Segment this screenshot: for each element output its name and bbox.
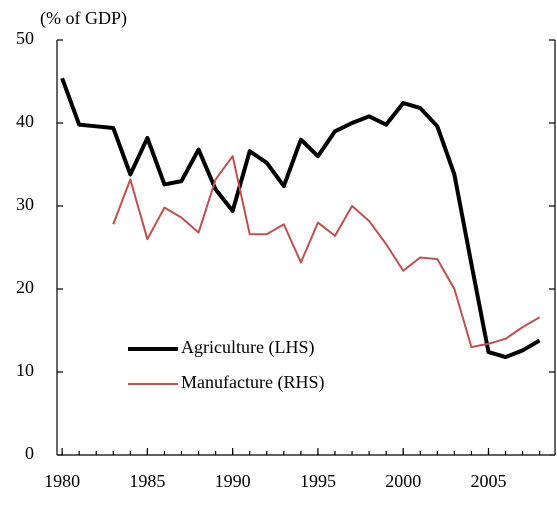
legend-label: Agriculture (LHS) — [181, 337, 314, 358]
x-tick-label: 1990 — [215, 471, 251, 491]
y-tick-label: 30 — [16, 194, 34, 214]
series-line — [60, 77, 541, 360]
y-tick-label: 50 — [16, 28, 34, 48]
chart-title: (% of GDP) — [40, 8, 127, 29]
x-tick-label: 1980 — [44, 471, 80, 491]
x-tick-label: 2000 — [385, 471, 421, 491]
y-tick-label: 10 — [16, 360, 34, 380]
y-tick-label: 0 — [25, 443, 34, 463]
x-tick-label: 1995 — [300, 471, 336, 491]
y-tick-label: 40 — [16, 111, 34, 131]
legend-label: Manufacture (RHS) — [181, 372, 324, 393]
x-tick-label: 2005 — [470, 471, 506, 491]
x-tick-label: 1985 — [129, 471, 165, 491]
y-tick-label: 20 — [16, 277, 34, 297]
series-line — [112, 155, 541, 349]
